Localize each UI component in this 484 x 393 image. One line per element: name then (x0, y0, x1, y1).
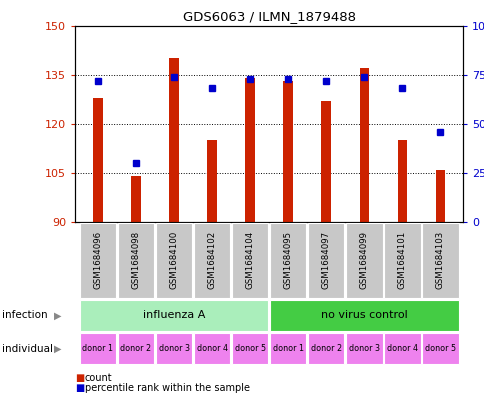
Bar (131, 176, 140, 222)
Text: influenza A: influenza A (143, 310, 205, 320)
FancyBboxPatch shape (155, 333, 192, 364)
Text: donor 1: donor 1 (82, 344, 113, 353)
FancyBboxPatch shape (345, 223, 382, 298)
FancyBboxPatch shape (194, 333, 230, 364)
Bar (245, 78, 255, 222)
Text: ▶: ▶ (54, 310, 61, 320)
Text: count: count (85, 373, 112, 383)
FancyBboxPatch shape (79, 223, 116, 298)
Text: infection: infection (2, 310, 48, 320)
Text: individual: individual (2, 344, 53, 354)
FancyBboxPatch shape (307, 333, 344, 364)
Text: no virus control: no virus control (320, 310, 407, 320)
FancyBboxPatch shape (421, 223, 458, 298)
Text: donor 3: donor 3 (158, 344, 189, 353)
Text: GSM1684099: GSM1684099 (359, 231, 368, 289)
Bar (207, 140, 216, 222)
FancyBboxPatch shape (194, 223, 230, 298)
FancyBboxPatch shape (155, 223, 192, 298)
Text: donor 2: donor 2 (120, 344, 151, 353)
Text: GSM1684102: GSM1684102 (207, 231, 216, 290)
FancyBboxPatch shape (118, 333, 154, 364)
Text: GSM1684098: GSM1684098 (131, 231, 140, 289)
Text: donor 5: donor 5 (234, 344, 265, 353)
Text: donor 4: donor 4 (196, 344, 227, 353)
Bar (435, 170, 444, 222)
FancyBboxPatch shape (270, 333, 306, 364)
Title: GDS6063 / ILMN_1879488: GDS6063 / ILMN_1879488 (182, 10, 355, 23)
Bar (321, 101, 330, 222)
Text: ■: ■ (75, 373, 84, 383)
Text: ▶: ▶ (54, 344, 61, 354)
Bar (93, 97, 103, 222)
FancyBboxPatch shape (118, 223, 154, 298)
Text: GSM1684100: GSM1684100 (169, 231, 178, 290)
FancyBboxPatch shape (421, 333, 458, 364)
FancyBboxPatch shape (231, 223, 268, 298)
Text: donor 4: donor 4 (386, 344, 417, 353)
FancyBboxPatch shape (79, 333, 116, 364)
FancyBboxPatch shape (307, 223, 344, 298)
Text: GSM1684101: GSM1684101 (397, 231, 406, 290)
FancyBboxPatch shape (383, 333, 420, 364)
Text: ■: ■ (75, 383, 84, 393)
FancyBboxPatch shape (270, 223, 306, 298)
Text: GSM1684104: GSM1684104 (245, 231, 254, 290)
Text: donor 3: donor 3 (348, 344, 379, 353)
Text: GSM1684097: GSM1684097 (321, 231, 330, 289)
Bar (283, 81, 292, 222)
FancyBboxPatch shape (383, 223, 420, 298)
Text: GSM1684103: GSM1684103 (435, 231, 444, 290)
Text: percentile rank within the sample: percentile rank within the sample (85, 383, 249, 393)
Text: donor 1: donor 1 (272, 344, 303, 353)
FancyBboxPatch shape (79, 300, 268, 331)
FancyBboxPatch shape (231, 333, 268, 364)
Bar (169, 58, 179, 222)
Bar (359, 68, 368, 222)
FancyBboxPatch shape (270, 300, 458, 331)
Bar (397, 140, 406, 222)
Text: GSM1684096: GSM1684096 (93, 231, 102, 289)
Text: donor 5: donor 5 (424, 344, 455, 353)
Text: GSM1684095: GSM1684095 (283, 231, 292, 289)
Text: donor 2: donor 2 (310, 344, 341, 353)
FancyBboxPatch shape (345, 333, 382, 364)
